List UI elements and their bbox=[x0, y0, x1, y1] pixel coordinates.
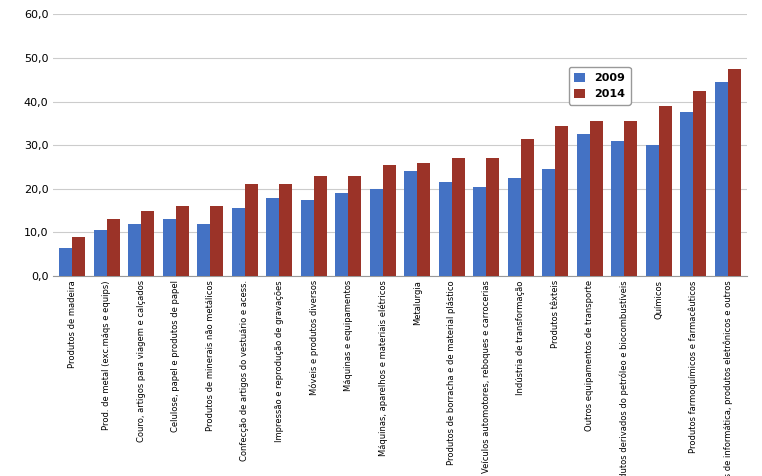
Bar bbox=[210, 206, 223, 276]
Bar bbox=[555, 126, 568, 276]
Bar bbox=[197, 224, 210, 276]
Bar bbox=[404, 171, 418, 276]
Bar bbox=[59, 248, 72, 276]
Bar bbox=[107, 219, 120, 276]
Bar bbox=[520, 139, 534, 276]
Bar bbox=[577, 134, 590, 276]
Bar bbox=[232, 208, 245, 276]
Bar bbox=[507, 178, 520, 276]
Bar bbox=[141, 211, 155, 276]
Bar bbox=[176, 206, 189, 276]
Bar bbox=[439, 182, 452, 276]
Bar bbox=[266, 198, 280, 276]
Bar bbox=[335, 193, 348, 276]
Bar bbox=[418, 163, 431, 276]
Bar bbox=[163, 219, 176, 276]
Bar bbox=[715, 82, 728, 276]
Bar bbox=[301, 200, 314, 276]
Bar bbox=[624, 121, 637, 276]
Bar bbox=[128, 224, 141, 276]
Bar bbox=[611, 141, 624, 276]
Bar bbox=[543, 169, 555, 276]
Bar bbox=[452, 159, 465, 276]
Bar bbox=[348, 176, 361, 276]
Bar bbox=[473, 187, 486, 276]
Bar bbox=[280, 185, 293, 276]
Bar bbox=[245, 185, 258, 276]
Bar bbox=[680, 112, 693, 276]
Bar bbox=[486, 159, 499, 276]
Bar bbox=[659, 106, 672, 276]
Bar bbox=[94, 230, 107, 276]
Bar bbox=[72, 237, 85, 276]
Bar bbox=[693, 90, 706, 276]
Bar bbox=[728, 69, 741, 276]
Legend: 2009, 2014: 2009, 2014 bbox=[568, 67, 631, 105]
Bar bbox=[314, 176, 327, 276]
Bar bbox=[383, 165, 396, 276]
Bar bbox=[590, 121, 603, 276]
Bar bbox=[370, 189, 383, 276]
Bar bbox=[645, 145, 659, 276]
